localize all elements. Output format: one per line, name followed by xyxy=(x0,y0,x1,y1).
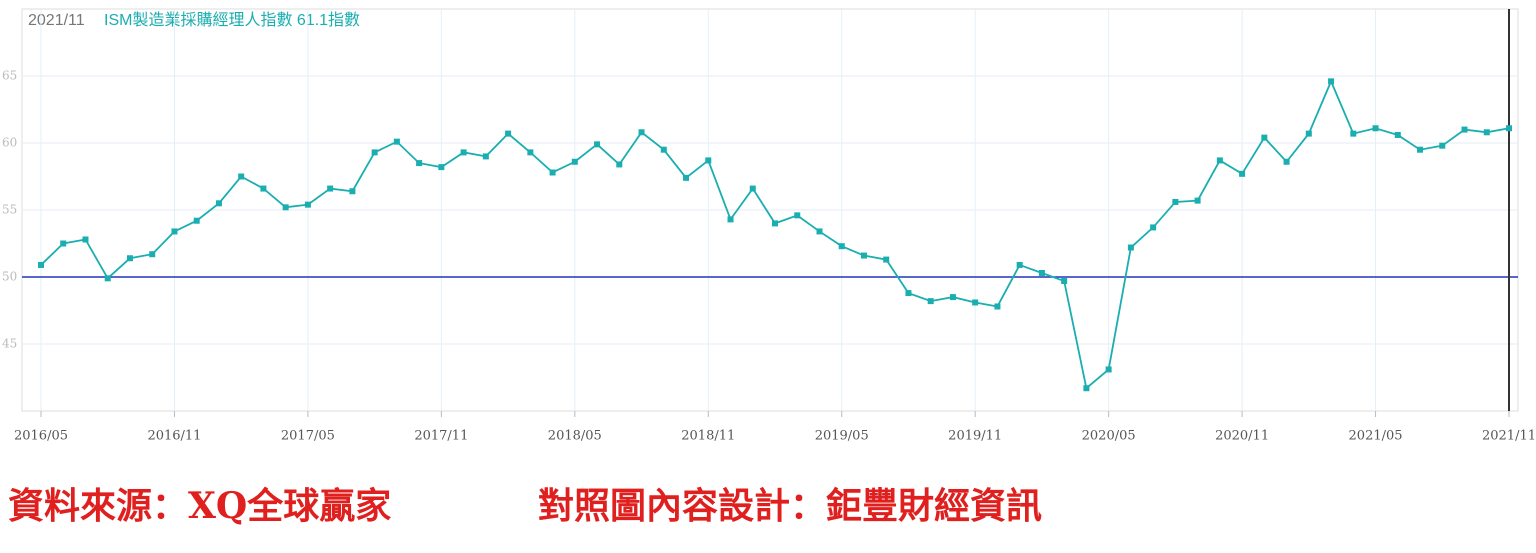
data-point xyxy=(1127,244,1134,251)
data-point xyxy=(972,299,979,306)
y-tick-label: 65 xyxy=(2,69,17,83)
data-point xyxy=(705,157,712,164)
x-tick-label: 2019/11 xyxy=(948,429,1002,444)
data-point xyxy=(860,252,867,259)
y-tick-label: 50 xyxy=(2,270,17,284)
data-point xyxy=(1328,78,1335,85)
data-point xyxy=(238,173,245,180)
y-tick-label: 55 xyxy=(2,203,17,217)
data-point xyxy=(1239,170,1246,177)
data-point xyxy=(1216,157,1223,164)
x-tick-label: 2018/11 xyxy=(681,429,735,444)
data-point xyxy=(594,141,601,148)
x-tick-label: 2017/11 xyxy=(414,429,468,444)
data-point xyxy=(260,185,267,192)
data-point xyxy=(1417,146,1424,153)
data-point xyxy=(149,251,156,258)
data-point xyxy=(1439,142,1446,149)
data-point xyxy=(327,185,334,192)
data-point xyxy=(527,149,534,156)
data-point xyxy=(126,255,133,262)
data-point xyxy=(1261,134,1268,141)
data-point xyxy=(60,240,67,247)
data-point xyxy=(1372,125,1379,132)
data-point xyxy=(38,261,44,268)
data-point xyxy=(104,275,111,282)
data-point xyxy=(460,149,467,156)
x-tick-label: 2019/05 xyxy=(815,429,869,444)
data-point xyxy=(794,212,801,219)
data-point xyxy=(371,149,378,156)
data-point xyxy=(905,290,912,297)
data-point xyxy=(1394,131,1401,138)
x-tick-label: 2016/05 xyxy=(14,429,68,444)
data-point xyxy=(438,164,445,171)
data-point xyxy=(304,201,311,208)
data-point xyxy=(1150,224,1157,231)
data-point xyxy=(416,160,423,167)
data-point xyxy=(193,217,200,224)
data-point xyxy=(1061,278,1068,285)
data-point xyxy=(616,161,623,168)
data-point xyxy=(505,130,512,137)
data-point xyxy=(883,256,890,263)
data-point xyxy=(1506,125,1512,132)
data-point xyxy=(282,204,289,211)
data-point xyxy=(1461,126,1468,133)
data-point xyxy=(571,158,578,165)
x-tick-label: 2020/11 xyxy=(1215,429,1269,444)
data-point xyxy=(1016,261,1023,268)
data-point xyxy=(927,298,934,305)
data-point xyxy=(482,153,489,160)
data-point xyxy=(727,216,734,223)
data-point xyxy=(994,303,1001,310)
data-point xyxy=(82,236,89,243)
data-point xyxy=(838,243,845,250)
source-note: 資料來源：XQ全球贏家 xyxy=(8,485,391,527)
chart-title: ISM製造業採購經理人指數 61.1指數 xyxy=(104,11,360,29)
data-point xyxy=(749,185,756,192)
data-point xyxy=(1105,366,1112,373)
data-point xyxy=(215,200,222,207)
data-point xyxy=(349,188,356,195)
series-line xyxy=(40,79,1510,390)
data-point xyxy=(393,138,400,145)
data-point xyxy=(1283,158,1290,165)
data-point xyxy=(549,169,556,176)
data-point xyxy=(171,228,178,235)
data-point xyxy=(949,294,956,301)
x-tick-label: 2017/05 xyxy=(281,429,335,444)
data-point xyxy=(683,174,690,181)
data-point xyxy=(772,220,778,227)
data-point xyxy=(816,228,823,235)
title-date: 2021/11 xyxy=(28,12,85,29)
x-tick-label: 2016/11 xyxy=(147,429,201,444)
data-point xyxy=(638,129,645,136)
data-point xyxy=(1038,269,1045,276)
data-point xyxy=(1083,385,1090,392)
x-tick-label: 2021/05 xyxy=(1349,429,1403,444)
y-tick-label: 60 xyxy=(2,136,17,150)
y-tick-label: 45 xyxy=(2,337,17,351)
x-tick-label: 2021/11 xyxy=(1482,429,1536,444)
data-point xyxy=(1305,130,1312,137)
x-tick-label: 2018/05 xyxy=(548,429,602,444)
x-tick-label: 2020/05 xyxy=(1082,429,1136,444)
credit-note: 對照圖內容設計：鉅豐財經資訊 xyxy=(538,485,1042,527)
data-point xyxy=(660,146,667,153)
data-point xyxy=(1194,197,1201,204)
data-point xyxy=(1483,129,1490,136)
data-point xyxy=(1350,130,1357,137)
data-point xyxy=(1172,198,1179,205)
